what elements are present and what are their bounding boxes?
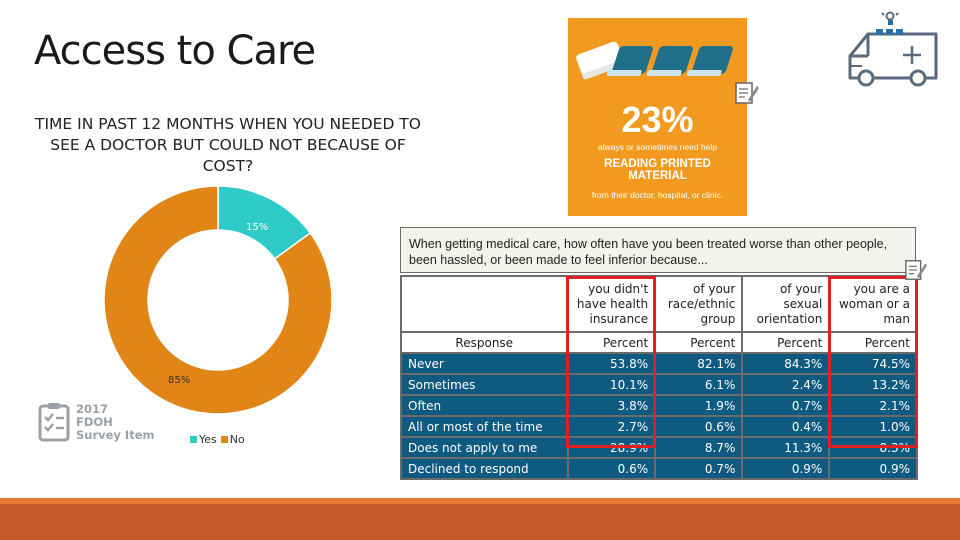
table-row: Sometimes 10.1% 6.1% 2.4% 13.2% — [400, 373, 918, 396]
highlight-box-gender — [828, 276, 918, 448]
table-cell: 0.7% — [741, 394, 831, 417]
donut-slice-no — [103, 185, 333, 415]
header-blank — [400, 275, 569, 333]
table-header-row: Response Percent Percent Percent Percent — [400, 331, 918, 354]
stat-value: 23% — [621, 99, 694, 140]
row-label: Does not apply to me — [400, 436, 569, 459]
legend-label-no: No — [229, 433, 245, 446]
table-cell: 53.8% — [566, 352, 657, 375]
table-cell: 0.9% — [741, 457, 831, 480]
table-cell: 1.9% — [654, 394, 744, 417]
row-label: Sometimes — [400, 373, 569, 396]
table-cell: 0.6% — [566, 457, 657, 480]
column-header-orientation: of your sexual orientation — [741, 275, 831, 333]
table-cell: 0.9% — [828, 457, 918, 480]
table-cell: 11.3% — [741, 436, 831, 459]
data-label-no: 85% — [168, 375, 190, 386]
table-cell: 13.2% — [828, 373, 918, 396]
table-cell: 6.1% — [654, 373, 744, 396]
row-label: Declined to respond — [400, 457, 569, 480]
stat-footnote: from their doctor, hospital, or clinic. — [591, 190, 724, 200]
notepad-icon — [735, 82, 759, 104]
legend-label-yes: Yes — [199, 433, 217, 446]
legend-item-no: No — [220, 433, 245, 446]
table-row: All or most of the time 2.7% 0.6% 0.4% 1.0% — [400, 415, 918, 438]
stat-subtitle: always or sometimes need help — [597, 142, 718, 152]
donut-chart: 15% 85% — [103, 185, 333, 415]
ambulance-icon — [848, 11, 938, 87]
stat-heading-line2: MATERIAL — [628, 170, 687, 182]
checklist-icon — [38, 403, 70, 442]
table-cell: 8.7% — [654, 436, 744, 459]
row-label: All or most of the time — [400, 415, 569, 438]
stat-heading-line1: READING PRINTED — [604, 158, 711, 170]
highlight-box-insurance — [566, 276, 656, 448]
table-row: Often 3.8% 1.9% 0.7% 2.1% — [400, 394, 918, 417]
column-header-insurance: you didn't have health insurance — [566, 275, 657, 333]
footer-stripe — [0, 498, 960, 504]
notepad-icon — [905, 260, 928, 280]
row-label: Often — [400, 394, 569, 417]
chart-title: TIME IN PAST 12 MONTHS WHEN YOU NEEDED T… — [35, 115, 421, 175]
table-cell: 2.1% — [828, 394, 918, 417]
footer-bar — [0, 498, 960, 540]
legend-item-yes: Yes — [190, 433, 217, 446]
survey-badge-year: 2017 — [76, 401, 109, 416]
table-question: When getting medical care, how often hav… — [400, 227, 916, 273]
table-cell: 0.7% — [654, 457, 744, 480]
table-cell: 0.6% — [654, 415, 744, 438]
column-header-gender: you are a woman or a man — [828, 275, 918, 333]
slide-title: Access to Care — [34, 28, 316, 74]
table-header-groups: you didn't have health insurance of your ra… — [400, 275, 918, 333]
table-cell: 84.3% — [741, 352, 831, 375]
row-label: Never — [400, 352, 569, 375]
table-cell: 2.4% — [741, 373, 831, 396]
stat-heading: READING PRINTED MATERIAL — [568, 158, 747, 182]
chart-legend: Yes No — [190, 433, 245, 446]
column-header-race: of your race/ethnic group — [654, 275, 744, 333]
book-icon — [576, 41, 733, 80]
table-cell: 1.0% — [828, 415, 918, 438]
survey-badge-org: FDOH — [76, 414, 113, 429]
percent-header: Percent — [828, 331, 918, 354]
table-cell: 0.4% — [741, 415, 831, 438]
percent-header: Percent — [566, 331, 657, 354]
stat-card: 23% always or sometimes need help READIN… — [568, 18, 747, 216]
discrimination-table: When getting medical care, how often hav… — [400, 227, 918, 489]
survey-badge: 2017 FDOH Survey Item — [36, 402, 155, 442]
table-row: Declined to respond 0.6% 0.7% 0.9% 0.9% — [400, 457, 918, 480]
survey-badge-label: Survey Item — [76, 427, 155, 442]
data-label-yes: 15% — [246, 222, 268, 233]
table-cell: 10.1% — [566, 373, 657, 396]
response-header: Response — [400, 331, 569, 354]
survey-badge-text: 2017 FDOH Survey Item — [76, 401, 155, 442]
percent-header: Percent — [654, 331, 744, 354]
table-cell: 82.1% — [654, 352, 744, 375]
percent-header: Percent — [741, 331, 831, 354]
